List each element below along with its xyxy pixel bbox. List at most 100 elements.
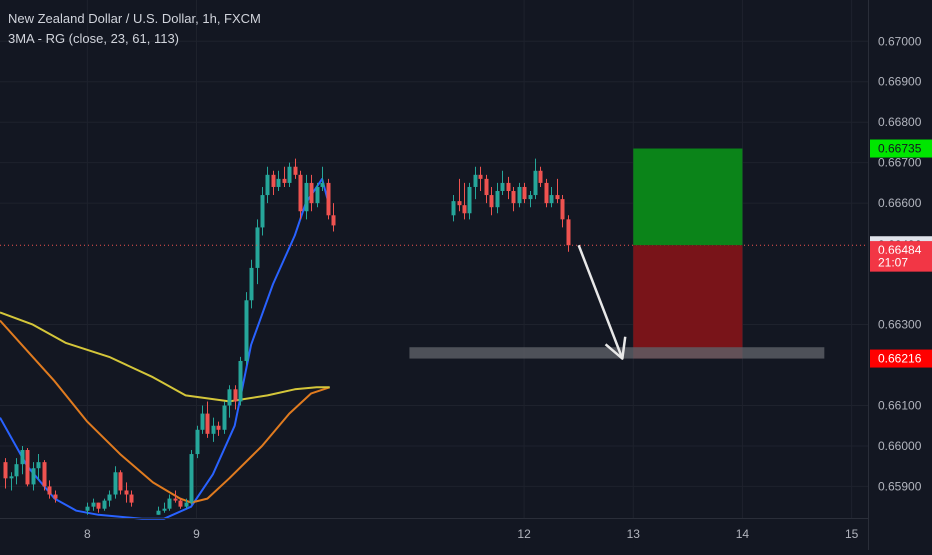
candle-body	[452, 201, 456, 215]
candle	[567, 215, 571, 251]
candle-body	[114, 472, 118, 494]
candle	[223, 401, 227, 433]
candle	[97, 503, 101, 513]
candle-body	[485, 179, 489, 195]
candle-body	[288, 167, 292, 183]
time-tick-label: 8	[84, 527, 91, 541]
price-tick-label: 0.67000	[878, 34, 922, 48]
candle-body	[507, 183, 511, 191]
time-tick-label: 12	[517, 527, 531, 541]
candle-body	[48, 486, 52, 494]
candle-body	[458, 201, 462, 205]
candle-body	[168, 499, 172, 509]
candle	[266, 167, 270, 203]
candle	[501, 171, 505, 195]
candle	[310, 175, 314, 211]
candle-body	[196, 430, 200, 454]
price-tick-label: 0.66100	[878, 398, 922, 412]
candle-body	[10, 476, 14, 478]
candle-body	[272, 175, 276, 187]
price-label-text: 0.66216	[878, 352, 922, 366]
price-tick-label: 0.66000	[878, 439, 922, 453]
candle-body	[512, 191, 516, 203]
candle	[212, 418, 216, 442]
candle	[130, 490, 134, 506]
candle-body	[119, 472, 123, 490]
time-tick-label: 14	[736, 527, 750, 541]
candle	[474, 167, 478, 199]
candle	[490, 187, 494, 215]
candle	[468, 183, 472, 219]
candle	[556, 179, 560, 203]
candle	[256, 219, 260, 284]
candle-body	[157, 511, 161, 515]
price-axis[interactable]: 0.670000.669000.668000.667000.666000.663…	[869, 0, 932, 550]
symbol-title[interactable]: New Zealand Dollar / U.S. Dollar, 1h, FX…	[8, 9, 261, 29]
candle	[26, 448, 30, 486]
candle-body	[479, 175, 483, 179]
candle-body	[97, 503, 101, 509]
price-tick-label: 0.66700	[878, 156, 922, 170]
candle-body	[32, 468, 36, 484]
price-label-text: 0.66735	[878, 142, 922, 156]
candle-body	[15, 464, 19, 476]
indicator-label[interactable]: 3MA - RG (close, 23, 61, 113)	[8, 29, 261, 49]
candle-body	[92, 503, 96, 507]
candle-body	[54, 495, 58, 499]
candle-body	[550, 195, 554, 203]
candle-body	[545, 183, 549, 203]
candle-body	[125, 490, 129, 494]
candle	[245, 292, 249, 365]
price-label-text: 21:07	[878, 256, 908, 270]
candle-body	[206, 414, 210, 434]
candle	[43, 460, 47, 490]
candle-body	[277, 179, 281, 187]
candle	[277, 171, 281, 191]
price-label-tag: 21:07	[870, 254, 932, 272]
candle	[239, 357, 243, 406]
candle-body	[26, 450, 30, 484]
candle-body	[103, 501, 107, 509]
candle-body	[37, 462, 41, 468]
candle	[496, 183, 500, 213]
ma-line	[0, 321, 330, 503]
candle-body	[561, 199, 565, 219]
candle	[21, 446, 25, 474]
candle	[261, 187, 265, 236]
candle	[545, 179, 549, 207]
candle	[217, 422, 221, 436]
time-tick-label: 15	[845, 527, 859, 541]
candle	[539, 167, 543, 187]
candle-body	[190, 454, 194, 503]
candle-body	[332, 215, 336, 225]
candle-body	[534, 171, 538, 195]
candle	[103, 499, 107, 511]
candle	[272, 171, 276, 195]
candle-body	[305, 183, 309, 211]
candle	[327, 179, 331, 219]
candle	[294, 159, 298, 179]
candle-body	[283, 179, 287, 183]
arrow-shaft	[579, 245, 623, 358]
candle-body	[239, 361, 243, 401]
candle	[534, 159, 538, 199]
candles	[4, 159, 571, 515]
candle-body	[474, 175, 478, 187]
candle-body	[463, 205, 467, 213]
candle-body	[256, 227, 260, 267]
price-tick-label: 0.65900	[878, 479, 922, 493]
candle	[15, 458, 19, 484]
candle	[114, 466, 118, 498]
candle	[529, 191, 533, 207]
ma-line	[0, 312, 330, 401]
time-tick-label: 9	[193, 527, 200, 541]
candle-body	[250, 268, 254, 300]
chart-legend: New Zealand Dollar / U.S. Dollar, 1h, FX…	[8, 9, 261, 49]
candle-body	[294, 167, 298, 175]
candle-body	[130, 495, 134, 503]
drawings[interactable]	[0, 149, 868, 359]
candle-body	[501, 183, 505, 191]
